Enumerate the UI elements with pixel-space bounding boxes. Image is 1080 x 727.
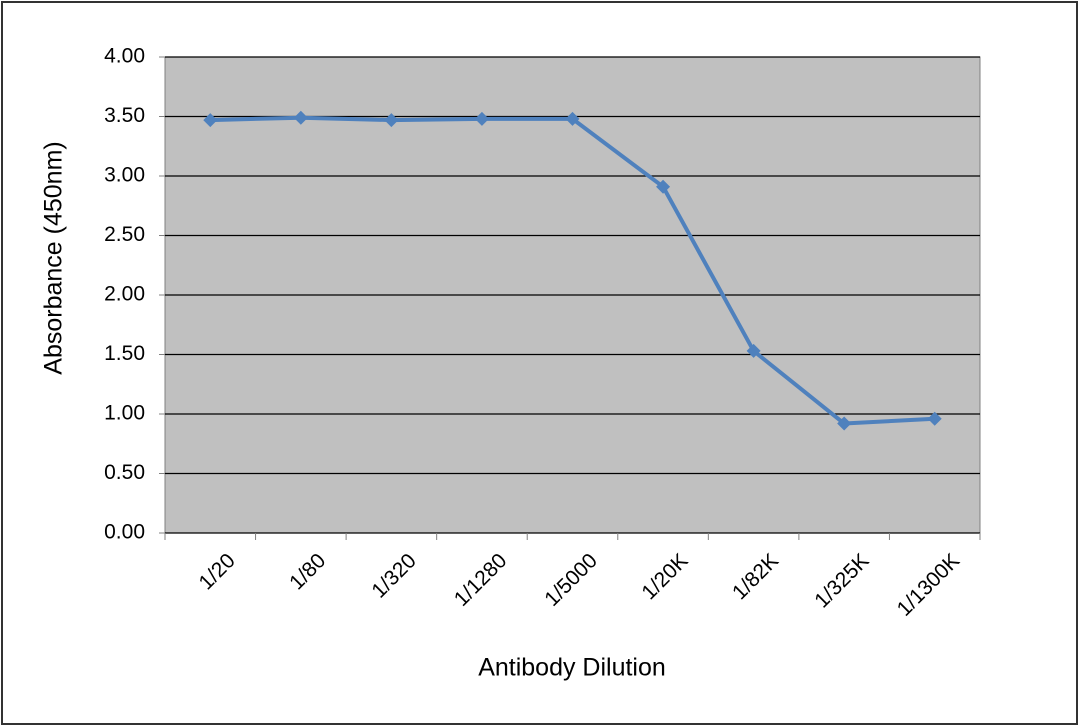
y-tick-label: 0.00 <box>104 521 145 544</box>
data-marker <box>656 179 671 194</box>
data-marker <box>565 111 580 126</box>
y-tick-label: 3.00 <box>104 164 145 187</box>
y-axis-title: Absorbance (450nm) <box>40 141 68 374</box>
data-marker <box>746 343 761 358</box>
y-tick-label: 1.00 <box>104 402 145 425</box>
data-marker <box>384 113 399 128</box>
data-marker <box>203 113 218 128</box>
y-tick-label: 1.50 <box>104 342 145 365</box>
y-tick-label: 4.00 <box>104 45 145 68</box>
x-axis-title: Antibody Dilution <box>478 654 666 682</box>
y-tick-label: 3.50 <box>104 104 145 127</box>
data-marker <box>927 411 942 426</box>
data-marker <box>474 111 489 126</box>
y-tick-label: 0.50 <box>104 461 145 484</box>
y-tick-label: 2.00 <box>104 283 145 306</box>
data-marker <box>837 416 852 431</box>
y-tick-label: 2.50 <box>104 223 145 246</box>
data-marker <box>293 110 308 125</box>
